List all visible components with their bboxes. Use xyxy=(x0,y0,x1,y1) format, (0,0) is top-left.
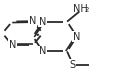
Text: 2: 2 xyxy=(85,7,89,13)
Text: N: N xyxy=(39,17,46,27)
Text: S: S xyxy=(69,60,75,70)
Text: N: N xyxy=(29,16,37,26)
Text: N: N xyxy=(39,46,46,56)
Text: NH: NH xyxy=(73,4,87,14)
Text: N: N xyxy=(9,40,16,50)
Text: N: N xyxy=(73,32,81,42)
